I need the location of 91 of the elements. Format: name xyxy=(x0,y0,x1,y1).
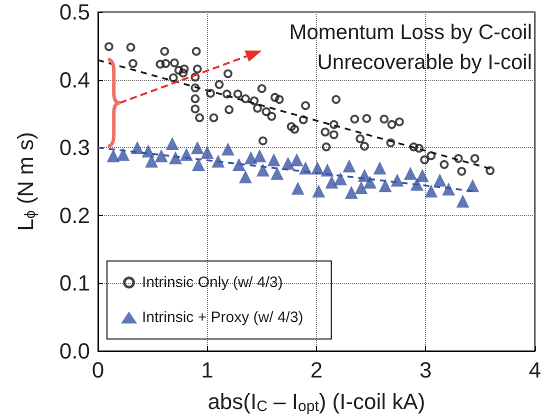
point xyxy=(190,104,200,114)
point xyxy=(257,84,266,94)
point xyxy=(258,136,268,146)
point xyxy=(416,168,429,182)
point xyxy=(363,176,376,189)
point xyxy=(433,174,446,187)
point xyxy=(238,170,252,184)
point xyxy=(350,114,360,124)
point xyxy=(320,163,334,176)
legend-label: Intrinsic Only (w/ 4/3) xyxy=(142,274,283,291)
point xyxy=(221,142,234,156)
point xyxy=(390,174,404,187)
point xyxy=(267,112,276,121)
y-tick-label: 0.0 xyxy=(59,338,90,364)
point xyxy=(192,64,202,74)
point xyxy=(312,184,326,198)
point xyxy=(322,142,331,152)
point xyxy=(387,120,396,130)
point xyxy=(190,141,204,154)
point xyxy=(404,166,417,180)
x-tick-label: 3 xyxy=(420,358,432,382)
point xyxy=(195,113,204,122)
point xyxy=(232,158,246,172)
point xyxy=(329,120,338,130)
point xyxy=(274,94,284,104)
point xyxy=(344,186,358,199)
legend-label: Intrinsic + Proxy (w/ 4/3) xyxy=(142,309,304,326)
point xyxy=(169,151,182,164)
point xyxy=(160,46,170,56)
point xyxy=(378,179,392,192)
point xyxy=(440,160,449,170)
point xyxy=(223,69,232,78)
point xyxy=(270,166,284,180)
point xyxy=(360,142,369,151)
point xyxy=(154,149,168,162)
point xyxy=(354,181,368,194)
point xyxy=(170,58,179,68)
point xyxy=(161,59,170,68)
y-axis-title: Lϕ (N m s) xyxy=(13,132,39,231)
annotation: Unrecoverable by I-coil xyxy=(317,51,532,74)
point xyxy=(214,80,224,90)
point xyxy=(290,153,304,166)
point xyxy=(128,59,138,68)
point xyxy=(244,151,258,164)
point xyxy=(106,149,120,162)
x-tick-label: 1 xyxy=(201,358,214,382)
point xyxy=(190,94,200,104)
y-tick-label: 0.1 xyxy=(59,270,90,296)
x-tick-label: 4 xyxy=(528,358,542,382)
point xyxy=(224,105,234,114)
point xyxy=(291,182,304,195)
x-tick-label: 0 xyxy=(92,358,104,382)
point xyxy=(380,114,389,124)
point xyxy=(356,134,365,144)
y-tick-label: 0.4 xyxy=(59,67,90,92)
point xyxy=(457,166,466,176)
point xyxy=(252,104,262,113)
y-tick-label: 0.3 xyxy=(59,135,90,160)
point xyxy=(104,42,114,52)
point xyxy=(233,90,242,99)
point xyxy=(209,113,218,122)
point xyxy=(394,117,404,126)
point xyxy=(126,42,136,52)
point xyxy=(256,163,270,176)
point xyxy=(342,159,356,172)
point xyxy=(301,101,310,110)
point xyxy=(192,46,201,56)
point xyxy=(456,194,470,208)
y-tick-label: 0.5 xyxy=(59,0,90,24)
point xyxy=(290,124,300,134)
point xyxy=(420,155,430,164)
point xyxy=(373,161,386,174)
point xyxy=(334,172,347,186)
point xyxy=(332,94,341,104)
point xyxy=(320,128,330,137)
point xyxy=(329,130,338,140)
x-tick-label: 2 xyxy=(310,358,323,382)
annotation: Momentum Loss by C-coil xyxy=(289,21,532,44)
point xyxy=(267,153,280,166)
point xyxy=(325,176,338,189)
y-tick-label: 0.2 xyxy=(59,202,90,228)
point xyxy=(200,146,214,159)
point xyxy=(362,114,372,123)
point xyxy=(192,158,205,172)
point xyxy=(178,68,188,78)
point xyxy=(145,154,158,168)
point xyxy=(166,137,179,150)
point xyxy=(116,148,130,161)
point xyxy=(470,154,480,163)
point xyxy=(424,184,438,198)
point xyxy=(253,149,266,162)
